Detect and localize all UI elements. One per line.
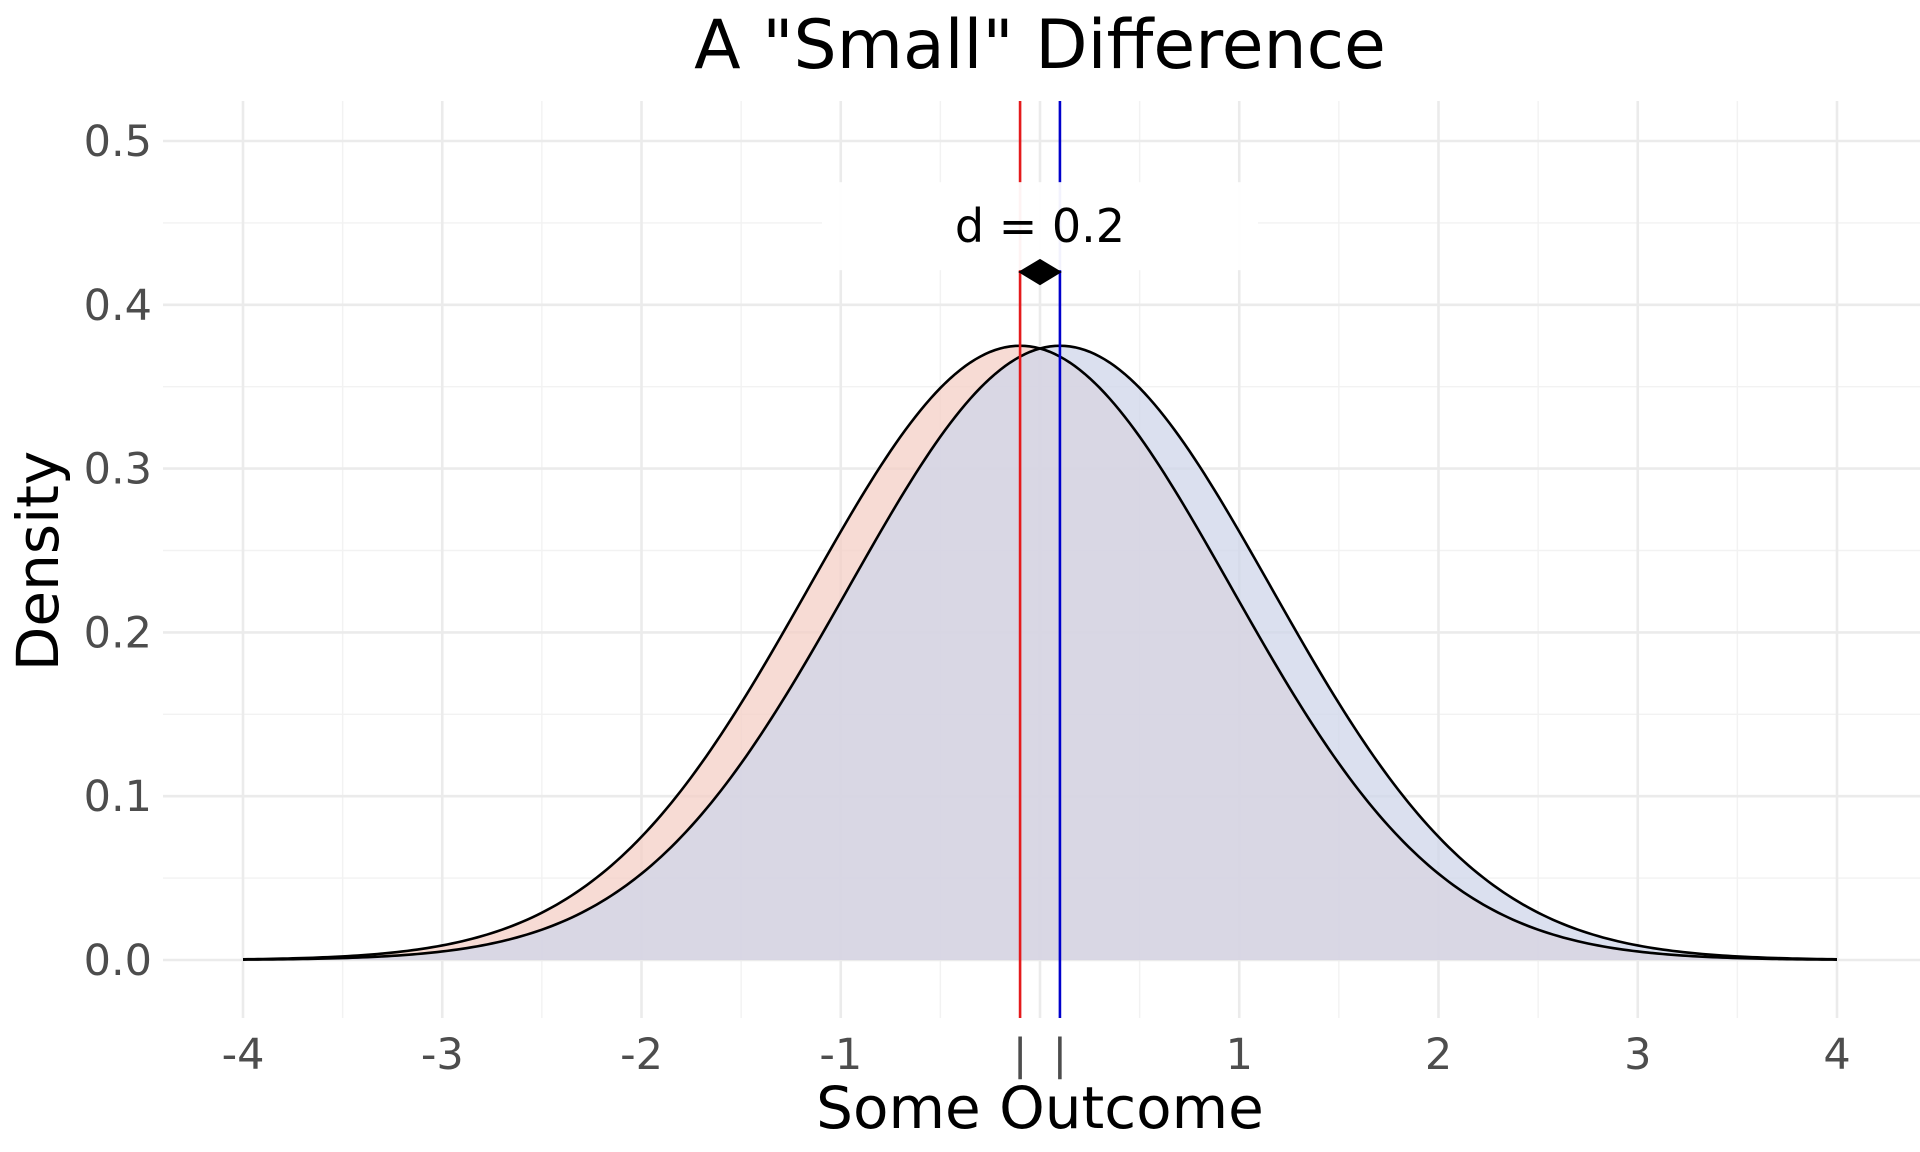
y-tick-label: 0.1 <box>84 772 152 822</box>
x-mean-tick-label: | <box>1053 1030 1068 1080</box>
x-tick-label: -2 <box>620 1030 663 1080</box>
y-tick-label: 0.5 <box>84 117 152 167</box>
annotation-label-background <box>822 182 1258 271</box>
y-tick-label: 0.2 <box>84 608 152 658</box>
x-axis-title: Some Outcome <box>816 1074 1264 1142</box>
x-tick-label: 3 <box>1624 1030 1651 1080</box>
x-tick-label: -3 <box>421 1030 464 1080</box>
x-tick-label: 2 <box>1425 1030 1452 1080</box>
chart-title: A "Small" Difference <box>694 6 1386 85</box>
x-mean-tick-label: | <box>1013 1030 1028 1080</box>
x-tick-label: -1 <box>819 1030 862 1080</box>
density-outline-2 <box>242 344 1838 961</box>
density-outlines <box>242 344 1838 961</box>
axes: -4 -3 -2 -1 1 2 3 4 | | 0.0 0.1 0.2 0.3 0.4 0.5 <box>84 117 1851 1080</box>
density-area-2 <box>243 345 1837 960</box>
y-tick-label: 0.4 <box>84 281 152 331</box>
y-axis-title: Density <box>4 451 72 672</box>
effect-size-annotation: d = 0.2 <box>822 182 1258 286</box>
density-fills <box>243 345 1837 960</box>
x-tick-label: -4 <box>222 1030 265 1080</box>
annotation-arrow <box>1018 258 1062 286</box>
x-tick-label: 1 <box>1226 1030 1253 1080</box>
x-tick-label: 4 <box>1823 1030 1850 1080</box>
y-tick-label: 0.3 <box>84 445 152 495</box>
y-tick-label: 0.0 <box>84 936 152 986</box>
annotation-label: d = 0.2 <box>955 199 1125 253</box>
